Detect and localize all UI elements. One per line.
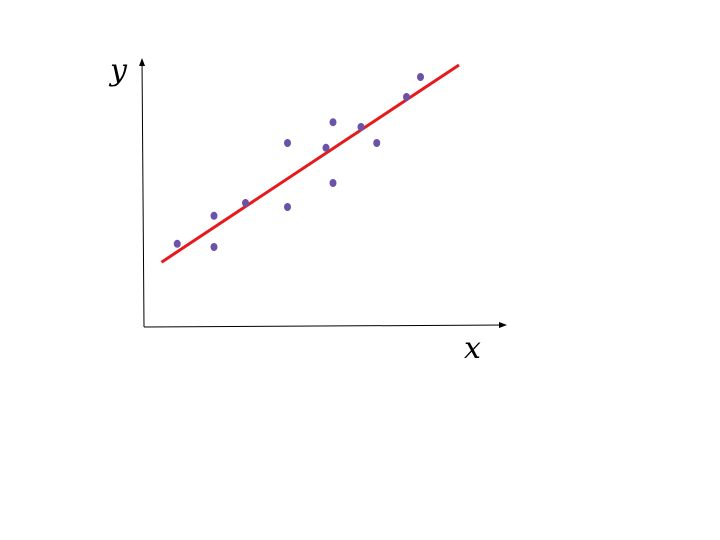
data-point-7 xyxy=(322,143,330,152)
y-axis xyxy=(139,58,146,328)
data-point-10 xyxy=(357,123,365,131)
data-point-5 xyxy=(284,203,291,211)
data-point-9 xyxy=(329,179,337,187)
data-point-8 xyxy=(329,118,337,127)
data-point-1 xyxy=(173,239,181,248)
data-point-3 xyxy=(210,211,218,220)
data-point-2 xyxy=(210,243,218,251)
data-point-6 xyxy=(284,139,291,147)
data-point-12 xyxy=(403,93,410,101)
y-axis-label: y xyxy=(108,53,128,88)
x-axis xyxy=(143,322,507,329)
data-points xyxy=(173,73,424,251)
x-axis-label: x xyxy=(464,331,481,366)
data-point-13 xyxy=(417,73,424,81)
data-point-11 xyxy=(373,139,381,147)
regression-line xyxy=(160,63,460,264)
data-point-4 xyxy=(242,199,249,207)
